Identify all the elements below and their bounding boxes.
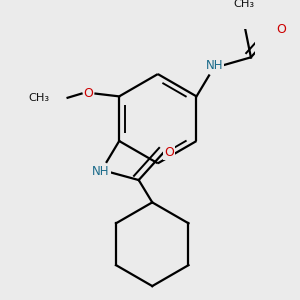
Text: O: O [84,87,93,100]
Text: CH₃: CH₃ [233,0,254,9]
Text: NH: NH [206,59,224,72]
Text: O: O [164,146,174,159]
Text: NH: NH [92,165,110,178]
Text: O: O [277,23,286,36]
Text: CH₃: CH₃ [28,93,50,103]
